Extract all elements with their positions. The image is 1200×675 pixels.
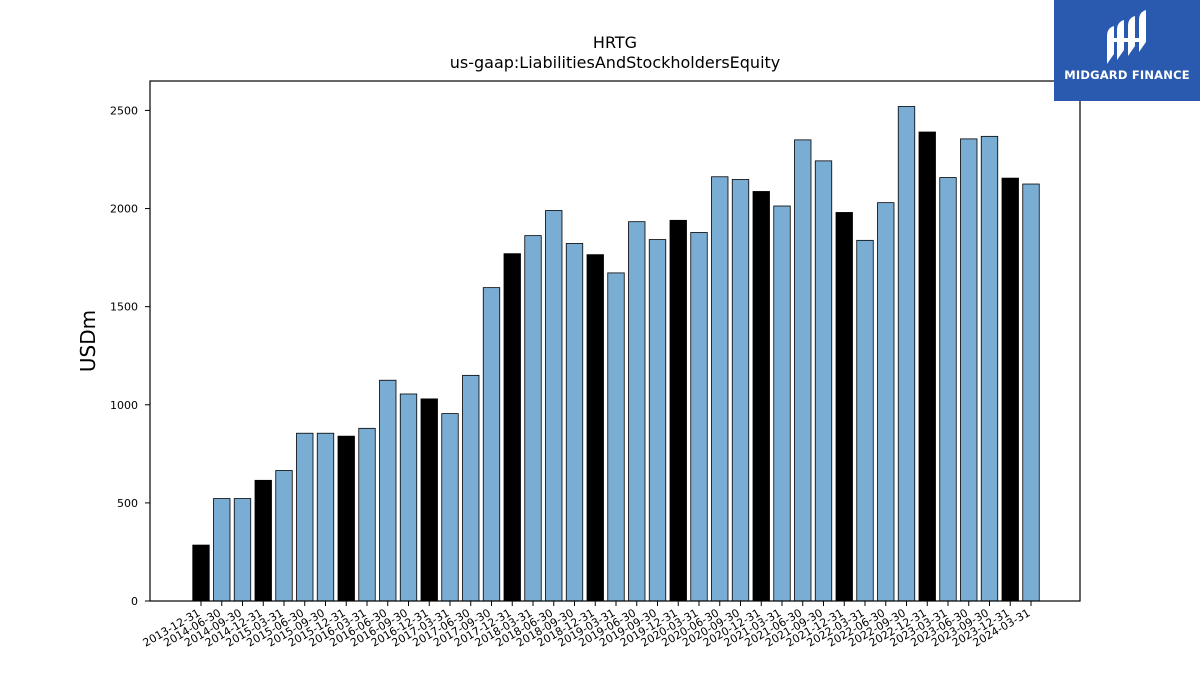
- plot-frame: [149, 80, 1081, 602]
- bar-2015-06-30: [296, 432, 314, 602]
- bar-2013-12-31: [192, 544, 210, 602]
- bar-2018-09-30: [565, 243, 584, 602]
- y-tick-label: 0: [131, 595, 138, 608]
- bar-2021-03-31: [773, 205, 791, 602]
- bar-2022-06-30: [877, 202, 895, 602]
- y-axis-label: USDm: [76, 310, 100, 372]
- bar-2019-12-31: [669, 219, 687, 602]
- bar-2023-12-31: [1001, 177, 1019, 602]
- y-tick-label: 2000: [110, 203, 138, 216]
- bar-2015-09-30: [316, 432, 335, 602]
- chart-title: HRTG: [593, 33, 637, 52]
- bar-2021-09-30: [814, 160, 833, 602]
- bar-2015-12-31: [337, 435, 355, 602]
- bar-2022-12-31: [918, 131, 936, 602]
- bar-2017-09-30: [482, 287, 501, 602]
- bar-2022-09-30: [897, 106, 916, 602]
- bar-2018-06-30: [545, 210, 563, 602]
- bar-2024-03-31: [1022, 183, 1040, 602]
- bar-2018-12-31: [586, 254, 604, 602]
- bars-group: [192, 106, 1040, 602]
- bar-2021-12-31: [835, 212, 853, 602]
- bar-2022-03-31: [856, 239, 874, 602]
- chart-subtitle: us-gaap:LiabilitiesAndStockholdersEquity: [450, 53, 781, 72]
- bar-2016-12-31: [420, 398, 438, 602]
- y-tick-label: 1000: [110, 399, 138, 412]
- bar-2020-03-31: [690, 232, 708, 602]
- bar-2017-12-31: [503, 253, 521, 602]
- x-axis: 2013-12-312014-06-302014-09-302014-12-31…: [141, 601, 1033, 650]
- bar-2019-03-31: [607, 272, 625, 602]
- bar-2019-06-30: [628, 221, 646, 602]
- y-tick-label: 1500: [110, 301, 138, 314]
- bar-2023-09-30: [980, 135, 999, 602]
- bar-2017-06-30: [462, 374, 480, 602]
- y-axis: 0 500 1000 1500 2000 2500: [110, 104, 150, 608]
- bar-2016-06-30: [379, 379, 397, 602]
- bar-2015-03-31: [275, 470, 293, 602]
- bar-2014-06-30: [213, 498, 231, 602]
- bar-2014-12-31: [254, 479, 272, 602]
- bar-2016-09-30: [399, 393, 418, 602]
- bar-2018-03-31: [524, 235, 542, 602]
- brand-logo: MIDGARD FINANCE: [1054, 0, 1200, 101]
- midgard-logo-icon: [1107, 10, 1146, 64]
- bar-2014-09-30: [233, 498, 252, 602]
- y-tick-label: 500: [117, 497, 138, 510]
- y-tick-label: 2500: [110, 104, 138, 117]
- bar-2019-09-30: [648, 239, 667, 602]
- brand-name: MIDGARD FINANCE: [1064, 68, 1190, 82]
- bar-2020-09-30: [731, 179, 750, 602]
- bar-2016-03-31: [358, 427, 376, 602]
- bar-2020-12-31: [752, 191, 770, 602]
- bar-2023-06-30: [960, 138, 978, 602]
- bar-2023-03-31: [939, 177, 957, 602]
- bar-2021-06-30: [794, 139, 812, 602]
- bar-2017-03-31: [441, 413, 459, 602]
- bar-2020-06-30: [711, 176, 729, 602]
